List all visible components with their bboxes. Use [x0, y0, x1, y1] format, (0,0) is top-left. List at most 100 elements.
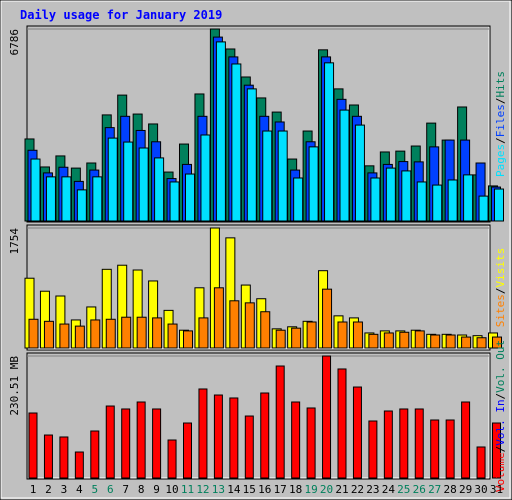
bar [399, 408, 409, 479]
bar [492, 422, 501, 479]
x-tick-label: 10 [165, 483, 178, 496]
bar [306, 407, 316, 479]
bar [198, 317, 209, 349]
bar [262, 130, 273, 222]
bar [105, 318, 116, 349]
x-tick-label: 21 [335, 483, 348, 496]
x-tick-label: 24 [382, 483, 396, 496]
x-tick-label: 30 [474, 483, 487, 496]
bar [74, 325, 85, 349]
y-tick-label: 1754 [8, 228, 21, 255]
bar [383, 332, 394, 349]
x-tick-label: 25 [397, 483, 410, 496]
bar [74, 451, 84, 479]
x-tick-label: 9 [153, 483, 160, 496]
bar [368, 420, 378, 479]
bar [476, 337, 487, 349]
bar [293, 177, 304, 222]
bar [105, 405, 115, 479]
bar [30, 158, 41, 222]
bar [244, 415, 254, 479]
y-tick-label: 6786 [8, 29, 21, 56]
bar [90, 430, 100, 479]
bar [432, 184, 443, 222]
bar [414, 408, 424, 479]
bar [399, 331, 410, 349]
x-tick-label: 15 [243, 483, 256, 496]
x-tick-label: 18 [289, 483, 302, 496]
bar [275, 365, 285, 479]
bar [414, 330, 425, 349]
bar [461, 336, 472, 349]
bar [183, 330, 193, 349]
bar [43, 320, 54, 349]
bar [43, 434, 53, 479]
bar [213, 287, 224, 349]
bar [185, 173, 195, 222]
bar [337, 321, 348, 349]
x-tick-label: 3 [61, 483, 68, 496]
bar [107, 137, 118, 222]
bar [308, 146, 319, 222]
bar [28, 412, 38, 479]
bar [492, 336, 502, 349]
bar [322, 355, 332, 479]
x-tick-label: 5 [91, 483, 98, 496]
bar [121, 408, 131, 479]
bar [339, 109, 350, 222]
bar [169, 181, 180, 222]
x-tick-label: 17 [274, 483, 287, 496]
bar [260, 311, 271, 349]
bar [59, 436, 69, 479]
bar [337, 368, 347, 479]
bar [215, 41, 226, 222]
x-tick-label: 11 [181, 483, 194, 496]
legend-separator: / [494, 288, 507, 295]
bar [322, 288, 333, 349]
bar [59, 323, 70, 349]
legend: Pages/Files/Hits [494, 71, 507, 177]
x-tick-label: 20 [320, 483, 333, 496]
bar [28, 318, 39, 349]
bar [383, 410, 393, 479]
bar [92, 176, 103, 222]
bar [275, 329, 286, 349]
bar [354, 124, 365, 222]
bar [306, 321, 317, 349]
x-tick-label: 28 [444, 483, 457, 496]
bar [260, 392, 270, 479]
bar [430, 419, 440, 479]
bar [76, 189, 87, 222]
bar [229, 300, 240, 349]
bar [136, 316, 147, 349]
legend: Volume/Vol. In/Vol. Out [494, 340, 507, 492]
legend-entry: Vol. Out [494, 340, 507, 393]
bar [138, 147, 149, 222]
bar [167, 439, 177, 479]
bar [370, 177, 381, 222]
legend-entry: Sites [494, 294, 507, 327]
bar [291, 327, 302, 349]
x-tick-label: 31 [490, 483, 503, 496]
bar [478, 195, 489, 222]
legend-separator: / [494, 446, 507, 453]
x-tick-label: 29 [459, 483, 472, 496]
legend-entry: Hits [494, 71, 507, 98]
bar [229, 397, 239, 479]
bar [401, 170, 412, 222]
legend-entry: Visits [494, 248, 507, 288]
legend-entry: Pages [494, 144, 507, 177]
bar [183, 422, 192, 479]
bar [445, 419, 455, 479]
legend-entry: Vol. In [494, 399, 507, 445]
bar [123, 141, 134, 222]
bar [213, 394, 223, 479]
bar [200, 134, 211, 222]
legend-entry: Files [494, 104, 507, 137]
bar [476, 446, 486, 479]
legend-separator: / [494, 137, 507, 144]
x-tick-label: 27 [428, 483, 441, 496]
x-tick-label: 14 [227, 483, 241, 496]
chart-title: Daily usage for January 2019 [20, 8, 222, 22]
